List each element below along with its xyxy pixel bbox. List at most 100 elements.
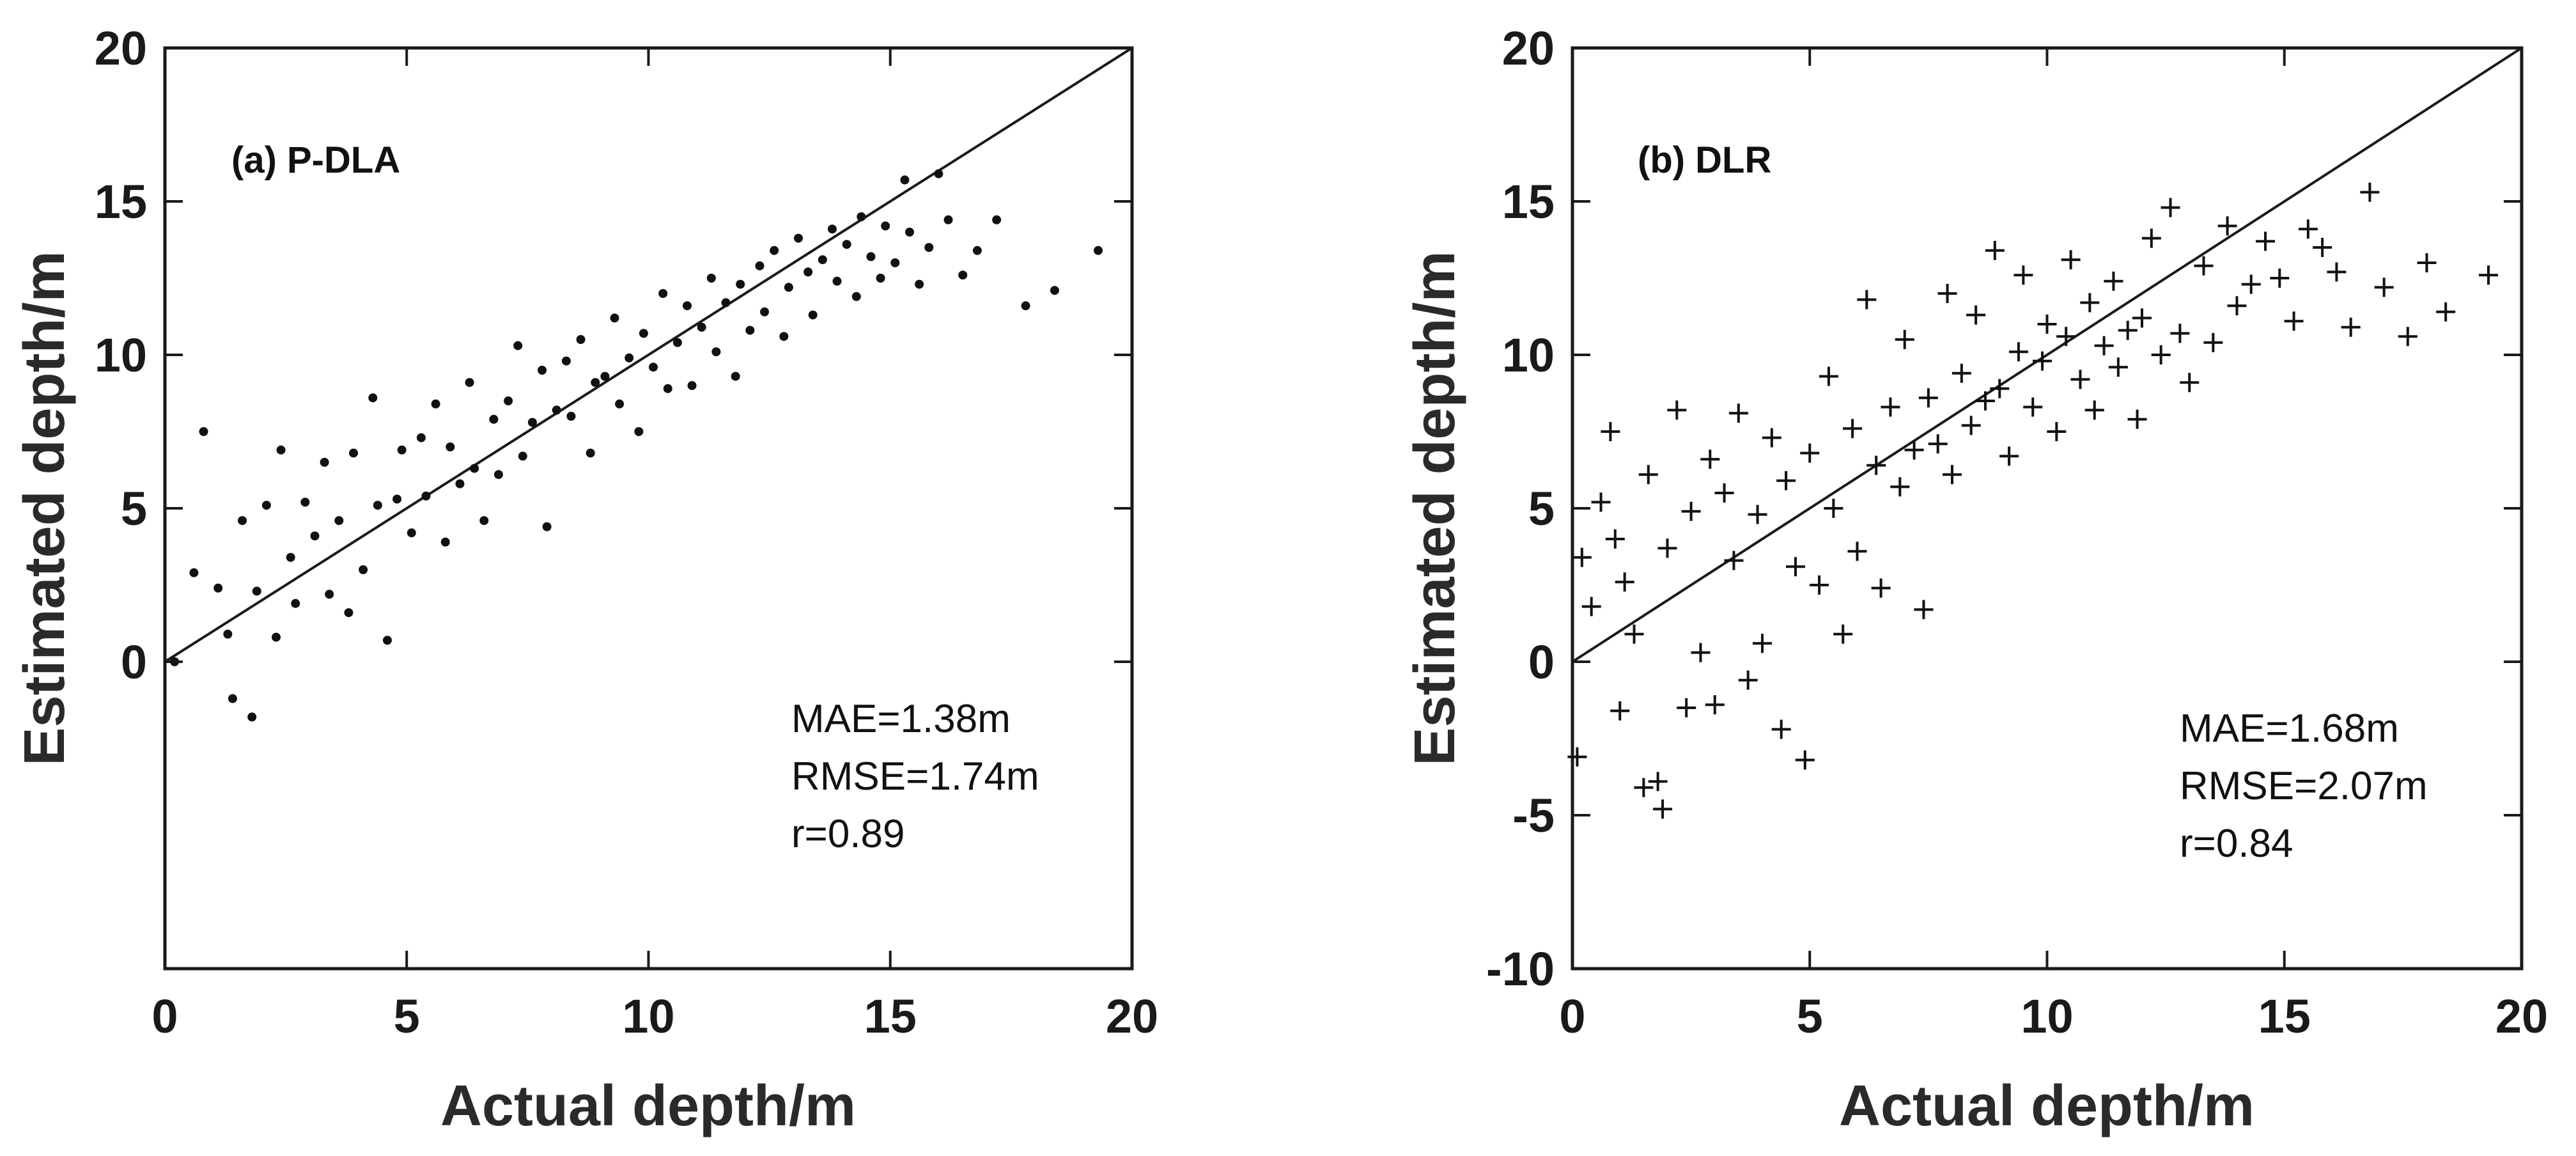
data-point — [634, 427, 644, 436]
data-point — [803, 267, 813, 277]
data-point — [736, 279, 745, 289]
data-point — [1961, 416, 1981, 435]
data-point — [1966, 305, 1986, 325]
data-point — [2141, 228, 2161, 248]
data-point — [2084, 400, 2104, 420]
data-point — [291, 598, 300, 608]
data-point — [261, 501, 271, 510]
data-point — [1819, 366, 1838, 386]
data-point — [465, 378, 474, 387]
data-point — [1657, 538, 1677, 558]
data-point — [2127, 409, 2147, 429]
data-point — [2104, 271, 2123, 291]
data-point — [1914, 600, 1934, 620]
data-point — [1648, 772, 1668, 792]
data-point — [1094, 246, 1103, 255]
data-point — [2313, 238, 2332, 257]
data-point — [1795, 750, 1815, 770]
data-point — [2256, 231, 2276, 251]
data-point — [1833, 624, 1853, 644]
data-point — [711, 347, 721, 357]
data-point — [247, 712, 257, 722]
data-point — [992, 215, 1002, 224]
data-point — [706, 274, 716, 283]
panel-b-plot-frame — [1571, 46, 2524, 971]
data-point — [2479, 265, 2499, 285]
data-point — [600, 371, 610, 381]
data-point — [731, 371, 740, 381]
data-point — [2217, 216, 2237, 236]
data-point — [760, 307, 770, 316]
data-point — [513, 341, 523, 350]
data-point — [1943, 465, 1962, 485]
data-point — [2194, 256, 2214, 276]
data-point — [1843, 419, 1863, 439]
panel-a-reference-line — [164, 47, 1133, 663]
data-point — [2341, 317, 2361, 337]
y-tick-label: 5 — [1528, 482, 1555, 535]
data-point — [1050, 286, 1059, 295]
data-point — [934, 169, 943, 178]
data-point — [900, 175, 910, 185]
data-point — [1847, 542, 1867, 561]
data-point — [1990, 379, 2010, 398]
data-point — [2298, 219, 2318, 239]
x-tick-label: 10 — [622, 990, 674, 1043]
panel-a-plot-frame — [163, 46, 1134, 971]
data-point — [518, 451, 527, 461]
data-point — [2327, 262, 2347, 282]
data-point — [1581, 597, 1601, 616]
data-point — [2094, 336, 2114, 355]
data-point — [431, 399, 440, 409]
panel-b-ticks: 0 5 10 15 20 -10 -5 0 5 10 15 20 — [1486, 22, 2548, 1043]
data-point — [832, 276, 842, 286]
data-point — [252, 586, 261, 596]
data-point — [1724, 551, 1744, 570]
y-tick-label: 20 — [95, 22, 147, 75]
data-point — [1681, 501, 1701, 521]
data-point — [2398, 327, 2417, 347]
data-point — [2070, 370, 2090, 389]
data-point — [1895, 330, 1914, 349]
data-point — [334, 516, 344, 526]
data-point — [359, 565, 368, 574]
data-point — [924, 243, 934, 252]
data-point — [915, 279, 924, 289]
data-point — [1937, 284, 1957, 303]
y-tick-label: 5 — [121, 482, 147, 535]
data-point — [368, 393, 378, 403]
y-tick-label: 15 — [1502, 175, 1555, 228]
data-point — [213, 583, 223, 593]
data-point — [479, 516, 489, 526]
data-point — [1728, 403, 1748, 423]
panel-b-title: (b) DLR — [1638, 139, 1771, 181]
data-point — [2417, 253, 2437, 272]
data-point — [271, 632, 281, 642]
panel-a-mae-annotation: MAE=1.38m — [791, 697, 1011, 741]
data-point — [808, 310, 818, 320]
data-point — [1999, 446, 2019, 466]
data-point — [972, 246, 982, 255]
data-point — [649, 363, 658, 372]
data-point — [943, 215, 953, 224]
data-point — [755, 261, 764, 270]
data-point — [1928, 434, 1948, 454]
data-point — [586, 448, 595, 458]
data-point — [610, 313, 619, 323]
data-point — [1624, 624, 1644, 644]
data-point — [779, 332, 789, 341]
y-tick-label: 0 — [121, 636, 147, 689]
data-point — [2033, 351, 2052, 371]
data-point — [2118, 320, 2138, 340]
data-point — [663, 384, 672, 393]
data-point — [851, 292, 861, 301]
data-point — [1705, 695, 1725, 715]
data-point — [876, 274, 885, 283]
data-point — [1881, 397, 1900, 417]
data-point — [1975, 391, 1995, 410]
panel-a-r-annotation: r=0.89 — [791, 812, 905, 856]
y-tick-label: 10 — [1502, 329, 1555, 382]
data-point — [2132, 308, 2152, 328]
data-point — [591, 378, 600, 387]
